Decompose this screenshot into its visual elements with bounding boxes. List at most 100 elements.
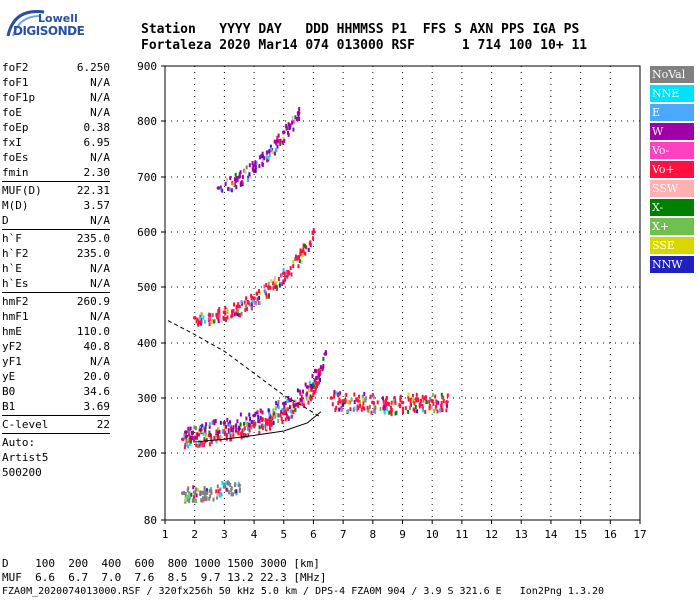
echo-point [255,301,258,306]
echo-point [235,304,238,309]
echo-point [434,394,437,399]
param-name: foE [2,106,22,119]
echo-point [268,422,271,427]
echo-point [416,409,419,414]
echo-point [441,408,444,412]
echo-point [398,403,401,408]
echo-point [335,405,338,410]
echo-point [411,396,414,401]
echo-point [202,496,204,501]
echo-point [362,401,365,406]
header-row-labels: Station YYYY DAY DDD HHMMSS P1 FFS S AXN… [141,22,580,37]
echo-point [283,404,286,409]
echo-point [338,397,341,402]
echo-point [284,401,287,405]
param-name: hmE [2,325,22,338]
x-tick-label: 14 [544,528,558,541]
echo-point [362,397,365,402]
echo-point [334,408,337,412]
echo-point [283,278,286,283]
echo-point [202,431,205,436]
echo-point [261,151,264,156]
trace-point [207,313,212,317]
param-value: N/A [90,277,110,290]
echo-point [264,418,267,422]
echo-point [245,416,248,421]
echo-point [191,435,193,440]
echo-point [345,392,348,397]
echo-point [385,398,387,403]
echo-point [431,392,434,397]
echo-point [299,391,302,396]
echo-point [269,144,272,149]
echo-point [298,389,301,394]
echo-point [308,380,311,385]
echo-point [260,409,263,414]
echo-point [210,439,213,444]
echo-point [187,428,190,433]
echo-point [347,400,350,405]
echo-point [272,286,275,291]
echo-point [217,436,220,441]
echo-point [333,394,335,399]
echo-point [218,306,221,311]
trace-point [323,352,328,356]
echo-point [309,384,312,388]
echo-point [238,488,241,493]
param-name: h`F [2,232,22,245]
echo-point [203,497,206,502]
echo-point [300,400,303,405]
echo-point [440,392,443,397]
echo-point [344,399,347,404]
echo-point [390,400,393,405]
echo-point [334,390,337,395]
echo-point [312,236,315,241]
echo-point [268,153,271,158]
trace-point [311,230,316,234]
echo-point [219,185,222,190]
x-tick-label: 13 [515,528,528,541]
echo-point [228,490,231,495]
echo-point [230,188,233,193]
echo-point [193,425,196,430]
echo-point [267,294,270,299]
polarization-legend: NoVal NNE E W Vo- Vo+ SSW X- X+ SSE NNW [650,66,694,275]
echo-point [292,264,295,269]
echo-point [358,400,361,405]
echo-point [224,427,227,432]
param-value: 40.8 [83,340,111,353]
echo-point [299,397,302,402]
echo-point [304,382,307,387]
y-tick-label: 900 [137,60,157,73]
echo-point [394,400,397,405]
param-row: h`F 235.0 [2,231,110,246]
echo-point [402,410,404,415]
echo-point [315,381,317,386]
echo-point [435,400,438,405]
echo-point [250,420,253,424]
echo-point [188,429,191,434]
param-name: yF2 [2,340,22,353]
echo-point [195,432,198,437]
echo-point [192,438,195,443]
echo-point [295,402,298,407]
echo-point [366,405,369,410]
echo-point [338,391,341,396]
param-name: MUF(D) [2,184,42,197]
echo-point [233,312,236,317]
echo-point [407,392,410,397]
echo-point [386,407,389,412]
echo-point [267,156,270,161]
echo-point [302,250,305,255]
echo-point [276,144,279,149]
x-tick-label: 10 [426,528,439,541]
echo-point [295,254,297,259]
x-tick-label: 6 [310,528,317,541]
echo-point [314,386,317,391]
echo-point [280,410,283,414]
echo-point [286,399,289,403]
echo-point [297,404,300,408]
echo-point [419,402,422,407]
echo-point [201,442,204,447]
echo-point [297,264,300,269]
